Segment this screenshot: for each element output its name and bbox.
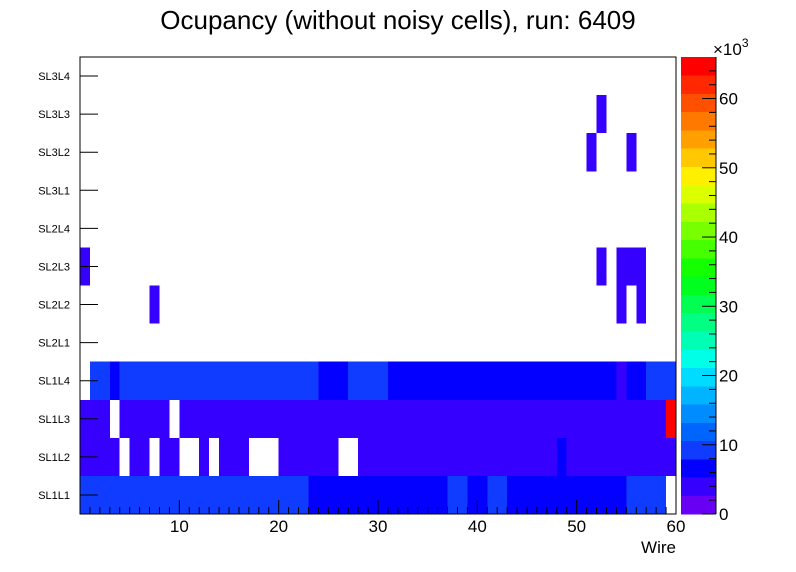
palette-swatch-22 — [681, 93, 716, 113]
y-tick-label-SL1L4: SL1L4 — [38, 376, 70, 388]
palette-swatch-10 — [681, 312, 716, 332]
palette-swatch-11 — [681, 294, 716, 314]
heatmap-cell-SL1L3-59 — [666, 399, 676, 438]
z-tick-label-40: 40 — [719, 228, 738, 247]
y-axis: SL1L1 SL1L2 SL1L3 SL1L4 SL2L1 SL2L2 SL2L3 SL2L4… — [38, 71, 98, 502]
y-tick-label-SL2L1: SL2L1 — [38, 338, 70, 350]
heatmap-cell-SL2L3-54 — [616, 247, 647, 286]
y-tick-label-SL3L2: SL3L2 — [38, 147, 70, 159]
palette-swatch-20 — [681, 130, 716, 149]
heatmap-cell-SL1L4-31 — [387, 361, 617, 400]
x-tick-label-50: 50 — [567, 517, 586, 536]
heatmap-cell-SL1L4-3 — [109, 361, 120, 400]
heatmap-cell-SL1L1-37 — [447, 475, 468, 514]
palette-swatch-19 — [681, 148, 716, 167]
y-tick-label-SL3L4: SL3L4 — [38, 71, 70, 83]
heatmap-cell-SL1L2-14 — [219, 437, 249, 476]
z-tick-label-20: 20 — [719, 367, 738, 386]
palette-swatch-3 — [681, 440, 716, 460]
y-tick-label-SL3L3: SL3L3 — [38, 109, 70, 121]
z-tick-label-50: 50 — [719, 159, 738, 178]
heatmap-cell-SL1L2-48 — [556, 437, 567, 476]
heatmap-cell-SL1L3-4 — [119, 399, 170, 438]
palette-swatch-2 — [681, 459, 716, 478]
y-tick-label-SL1L1: SL1L1 — [38, 490, 70, 502]
palette-swatch-5 — [681, 404, 716, 423]
heatmap-cell-SL1L4-4 — [119, 361, 319, 400]
z-axis-exponent-base: ×10 — [713, 40, 742, 59]
palette-swatch-8 — [681, 349, 716, 369]
y-tick-label-SL1L2: SL1L2 — [38, 452, 70, 464]
heatmap-cell-SL1L2-5 — [129, 437, 150, 476]
z-tick-label-60: 60 — [719, 90, 738, 109]
palette-swatch-4 — [681, 422, 716, 442]
palette-swatch-17 — [681, 184, 716, 204]
heatmap-cell-SL1L4-24 — [318, 361, 349, 400]
y-tick-label-SL1L3: SL1L3 — [38, 414, 70, 426]
palette-swatch-13 — [681, 258, 716, 277]
x-tick-label-40: 40 — [468, 517, 487, 536]
x-tick-label-10: 10 — [170, 517, 189, 536]
x-tick-label-60: 60 — [667, 517, 686, 536]
heatmap-cell-SL3L2-51 — [586, 133, 597, 172]
heatmap-cell-SL2L2-7 — [149, 285, 160, 324]
z-tick-label-10: 10 — [719, 436, 738, 455]
palette-swatch-14 — [681, 239, 716, 259]
heatmap-cell-SL2L2-54 — [616, 285, 627, 324]
palette-swatch-23 — [681, 75, 716, 94]
z-axis-exponent: ×103 — [713, 36, 749, 59]
heatmap-cell-SL3L3-52 — [596, 95, 607, 134]
heatmap-cell-SL1L3-10 — [179, 399, 667, 438]
heatmap-cell-SL3L2-55 — [626, 133, 637, 172]
palette-swatch-16 — [681, 203, 716, 222]
heatmap-cell-SL1L4-27 — [348, 361, 388, 400]
heatmap-cell-SL1L4-55 — [626, 361, 647, 400]
palette-swatch-15 — [681, 221, 716, 241]
heatmap-cell-SL1L1-39 — [467, 475, 488, 514]
color-palette — [681, 57, 716, 515]
chart-title: Ocupancy (without noisy cells), run: 640… — [160, 5, 635, 35]
heatmap-cell-SL1L4-54 — [616, 361, 627, 400]
z-axis: 0 10 20 30 40 50 60 — [702, 57, 738, 524]
y-tick-label-SL2L4: SL2L4 — [38, 223, 70, 235]
palette-swatch-1 — [681, 477, 716, 497]
y-tick-label-SL2L3: SL2L3 — [38, 261, 70, 273]
palette-swatch-21 — [681, 111, 716, 131]
z-axis-exponent-power: 3 — [742, 36, 749, 50]
heatmap-cell-SL2L2-56 — [636, 285, 647, 324]
heatmap-cell-SL1L2-12 — [199, 437, 210, 476]
heatmap-cell-SL1L1-41 — [487, 475, 508, 514]
z-tick-label-0: 0 — [719, 505, 728, 524]
heatmap-cell-SL1L1-0 — [80, 475, 309, 514]
x-axis: 10 20 30 40 50 60 — [79, 500, 686, 536]
x-tick-label-30: 30 — [369, 517, 388, 536]
heatmap-cell-SL1L2-8 — [159, 437, 180, 476]
palette-swatch-12 — [681, 276, 716, 295]
palette-swatch-7 — [681, 367, 716, 387]
heatmap-cell-SL1L4-1 — [89, 361, 110, 400]
z-tick-label-30: 30 — [719, 297, 738, 316]
heatmap-cell-SL2L3-52 — [596, 247, 607, 286]
palette-swatch-0 — [681, 495, 716, 515]
heatmap-cell-SL1L2-28 — [358, 437, 557, 476]
x-axis-label: Wire — [641, 538, 676, 557]
x-tick-label-20: 20 — [269, 517, 288, 536]
palette-swatch-9 — [681, 331, 716, 350]
y-tick-label-SL3L1: SL3L1 — [38, 185, 70, 197]
heatmap-cell-SL1L2-49 — [566, 437, 676, 476]
y-tick-label-SL2L2: SL2L2 — [38, 300, 70, 312]
heatmap-cell-SL1L2-20 — [278, 437, 339, 476]
heatmap-cell-SL1L4-57 — [646, 361, 676, 400]
palette-swatch-6 — [681, 386, 716, 405]
palette-swatch-18 — [681, 166, 716, 186]
heatmap-cells — [80, 95, 676, 514]
palette-swatch-24 — [681, 57, 716, 76]
